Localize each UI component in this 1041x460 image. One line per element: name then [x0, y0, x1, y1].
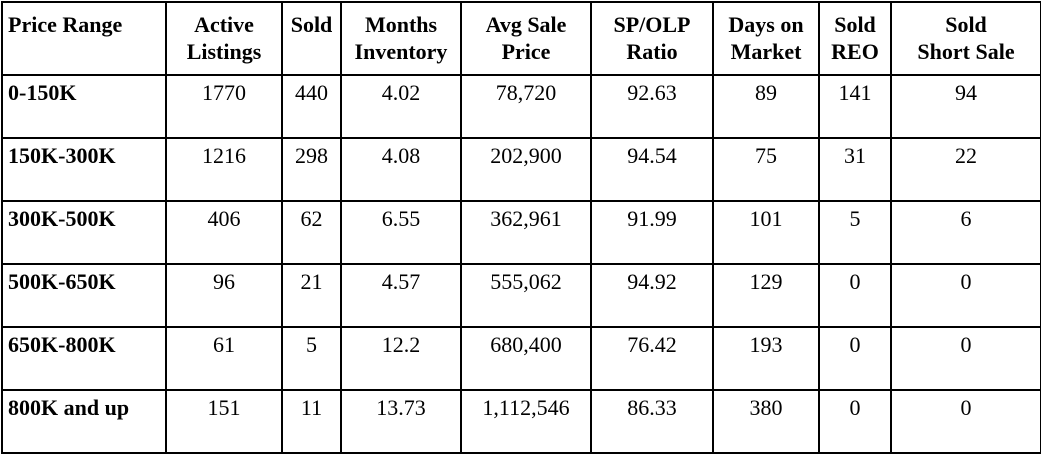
- days-on-market-cell: 380: [712, 389, 820, 454]
- price-range-cell: 150K-300K: [1, 137, 167, 202]
- active-listings-cell: 1216: [165, 137, 283, 202]
- avg-sale-price-cell: 555,062: [460, 263, 592, 328]
- header-line: Sold: [945, 12, 987, 37]
- days-on-market-cell: 75: [712, 137, 820, 202]
- sold-reo-cell: 31: [818, 137, 892, 202]
- sold-cell: 440: [281, 74, 342, 139]
- header-line: Days on: [728, 12, 804, 37]
- avg-sale-price-cell: 1,112,546: [460, 389, 592, 454]
- header-line: Avg Sale: [485, 12, 567, 37]
- sold-short-sale-cell: 0: [890, 326, 1041, 391]
- sold-short-sale-cell: 22: [890, 137, 1041, 202]
- months-inventory-cell: 12.2: [340, 326, 462, 391]
- header-line: Inventory: [354, 39, 448, 64]
- header-price-range: Price Range: [1, 1, 167, 76]
- sold-short-sale-cell: 0: [890, 263, 1041, 328]
- header-sold-reo: Sold REO: [818, 1, 892, 76]
- months-inventory-cell: 4.02: [340, 74, 462, 139]
- header-line: SP/OLP: [613, 12, 691, 37]
- sold-short-sale-cell: 94: [890, 74, 1041, 139]
- active-listings-cell: 406: [165, 200, 283, 265]
- header-line: Active: [194, 12, 254, 37]
- header-line: Sold: [834, 12, 876, 37]
- months-inventory-cell: 4.08: [340, 137, 462, 202]
- sp-olp-ratio-cell: 86.33: [590, 389, 714, 454]
- header-line: Market: [730, 39, 802, 64]
- header-line: Months: [364, 12, 438, 37]
- avg-sale-price-cell: 362,961: [460, 200, 592, 265]
- sold-short-sale-cell: 6: [890, 200, 1041, 265]
- days-on-market-cell: 89: [712, 74, 820, 139]
- avg-sale-price-cell: 78,720: [460, 74, 592, 139]
- active-listings-cell: 1770: [165, 74, 283, 139]
- sp-olp-ratio-cell: 94.54: [590, 137, 714, 202]
- table-row: 150K-300K 1216 298 4.08 202,900 94.54 75…: [1, 137, 1041, 202]
- price-range-cell: 800K and up: [1, 389, 167, 454]
- sold-reo-cell: 0: [818, 263, 892, 328]
- price-range-cell: 650K-800K: [1, 326, 167, 391]
- table-row: 500K-650K 96 21 4.57 555,062 94.92 129 0…: [1, 263, 1041, 328]
- header-months-inventory: Months Inventory: [340, 1, 462, 76]
- sold-cell: 5: [281, 326, 342, 391]
- header-active-listings: Active Listings: [165, 1, 283, 76]
- months-inventory-cell: 13.73: [340, 389, 462, 454]
- sold-cell: 62: [281, 200, 342, 265]
- header-line: Ratio: [626, 39, 678, 64]
- avg-sale-price-cell: 202,900: [460, 137, 592, 202]
- sold-short-sale-cell: 0: [890, 389, 1041, 454]
- table-row: 650K-800K 61 5 12.2 680,400 76.42 193 0 …: [1, 326, 1041, 391]
- header-sp-olp-ratio: SP/OLP Ratio: [590, 1, 714, 76]
- header-line: Short Sale: [917, 39, 1015, 64]
- days-on-market-cell: 101: [712, 200, 820, 265]
- header-line: Sold: [290, 12, 333, 37]
- header-sold-short-sale: Sold Short Sale: [890, 1, 1041, 76]
- sold-reo-cell: 0: [818, 326, 892, 391]
- table-row: 0-150K 1770 440 4.02 78,720 92.63 89 141…: [1, 74, 1041, 139]
- sold-cell: 11: [281, 389, 342, 454]
- table-row: 800K and up 151 11 13.73 1,112,546 86.33…: [1, 389, 1041, 454]
- active-listings-cell: 61: [165, 326, 283, 391]
- header-sold: Sold: [281, 1, 342, 76]
- sold-reo-cell: 141: [818, 74, 892, 139]
- price-range-cell: 0-150K: [1, 74, 167, 139]
- table-row: 300K-500K 406 62 6.55 362,961 91.99 101 …: [1, 200, 1041, 265]
- header-days-on-market: Days on Market: [712, 1, 820, 76]
- header-line: REO: [831, 39, 879, 64]
- header-row: Price Range Active Listings Sold Months In…: [1, 1, 1041, 76]
- days-on-market-cell: 193: [712, 326, 820, 391]
- sold-cell: 21: [281, 263, 342, 328]
- sold-reo-cell: 0: [818, 389, 892, 454]
- sp-olp-ratio-cell: 94.92: [590, 263, 714, 328]
- avg-sale-price-cell: 680,400: [460, 326, 592, 391]
- months-inventory-cell: 6.55: [340, 200, 462, 265]
- header-line: Listings: [186, 39, 262, 64]
- months-inventory-cell: 4.57: [340, 263, 462, 328]
- sold-cell: 298: [281, 137, 342, 202]
- active-listings-cell: 151: [165, 389, 283, 454]
- sold-reo-cell: 5: [818, 200, 892, 265]
- price-range-cell: 300K-500K: [1, 200, 167, 265]
- days-on-market-cell: 129: [712, 263, 820, 328]
- price-range-cell: 500K-650K: [1, 263, 167, 328]
- active-listings-cell: 96: [165, 263, 283, 328]
- sp-olp-ratio-cell: 76.42: [590, 326, 714, 391]
- header-line: Price Range: [8, 12, 123, 37]
- sp-olp-ratio-cell: 91.99: [590, 200, 714, 265]
- header-line: Price: [501, 39, 551, 64]
- header-avg-sale-price: Avg Sale Price: [460, 1, 592, 76]
- sp-olp-ratio-cell: 92.63: [590, 74, 714, 139]
